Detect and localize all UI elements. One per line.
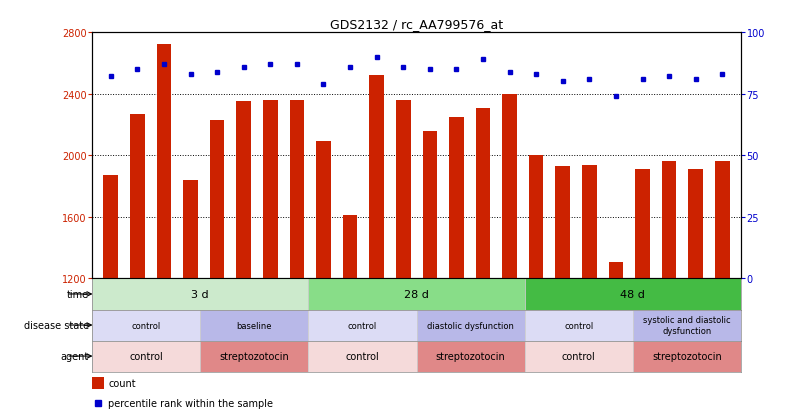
Text: control: control [129,351,163,361]
Bar [609,262,623,279]
Bar [92,377,104,389]
Text: baseline: baseline [236,321,272,330]
Text: control: control [131,321,161,330]
Bar [449,118,464,279]
Text: disease state: disease state [24,320,89,330]
Text: count: count [108,378,136,388]
Bar [688,170,703,279]
Bar [529,156,544,279]
Title: GDS2132 / rc_AA799576_at: GDS2132 / rc_AA799576_at [330,17,503,31]
Bar [422,131,437,279]
Text: streptozotocin: streptozotocin [436,351,505,361]
Bar [525,279,741,310]
Bar [92,310,200,341]
Bar [308,341,417,372]
Bar [157,45,171,279]
Text: systolic and diastolic
dysfunction: systolic and diastolic dysfunction [643,316,731,335]
Bar [417,310,525,341]
Text: control: control [564,321,594,330]
Bar [633,341,741,372]
Bar [555,167,570,279]
Text: 48 d: 48 d [620,289,646,299]
Bar [308,279,525,310]
Bar [635,170,650,279]
Bar [289,101,304,279]
Text: 28 d: 28 d [404,289,429,299]
Bar [502,95,517,279]
Text: control: control [345,351,380,361]
Text: control: control [348,321,377,330]
Bar [316,142,331,279]
Bar [715,162,730,279]
Bar [417,341,525,372]
Text: percentile rank within the sample: percentile rank within the sample [108,398,273,408]
Bar [525,310,633,341]
Bar [343,216,357,279]
Bar [525,341,633,372]
Bar [200,310,308,341]
Text: time: time [66,289,89,299]
Text: control: control [562,351,596,361]
Bar [200,341,308,372]
Bar [633,310,741,341]
Bar [263,101,278,279]
Bar [183,180,198,279]
Bar [369,76,384,279]
Text: diastolic dysfunction: diastolic dysfunction [427,321,514,330]
Bar [396,101,411,279]
Bar [92,279,308,310]
Bar [130,114,145,279]
Bar [582,165,597,279]
Bar [236,102,251,279]
Bar [476,108,490,279]
Text: agent: agent [61,351,89,361]
Bar [662,162,676,279]
Bar [210,121,224,279]
Text: streptozotocin: streptozotocin [219,351,289,361]
Bar [308,310,417,341]
Text: streptozotocin: streptozotocin [652,351,722,361]
Text: 3 d: 3 d [191,289,209,299]
Bar [103,176,118,279]
Bar [92,341,200,372]
